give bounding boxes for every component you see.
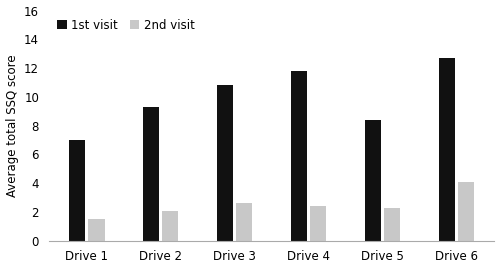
Bar — [365, 120, 381, 241]
Bar — [69, 140, 86, 241]
Bar — [88, 219, 104, 241]
Legend: 1st visit, 2nd visit: 1st visit, 2nd visit — [54, 16, 197, 34]
Bar — [438, 58, 455, 241]
Bar — [458, 182, 474, 241]
Bar — [310, 206, 326, 241]
Y-axis label: Average total SSQ score: Average total SSQ score — [6, 54, 18, 197]
Bar — [236, 203, 252, 241]
Bar — [384, 208, 400, 241]
Bar — [217, 85, 233, 241]
Bar — [143, 107, 160, 241]
Bar — [162, 211, 178, 241]
Bar — [291, 71, 307, 241]
